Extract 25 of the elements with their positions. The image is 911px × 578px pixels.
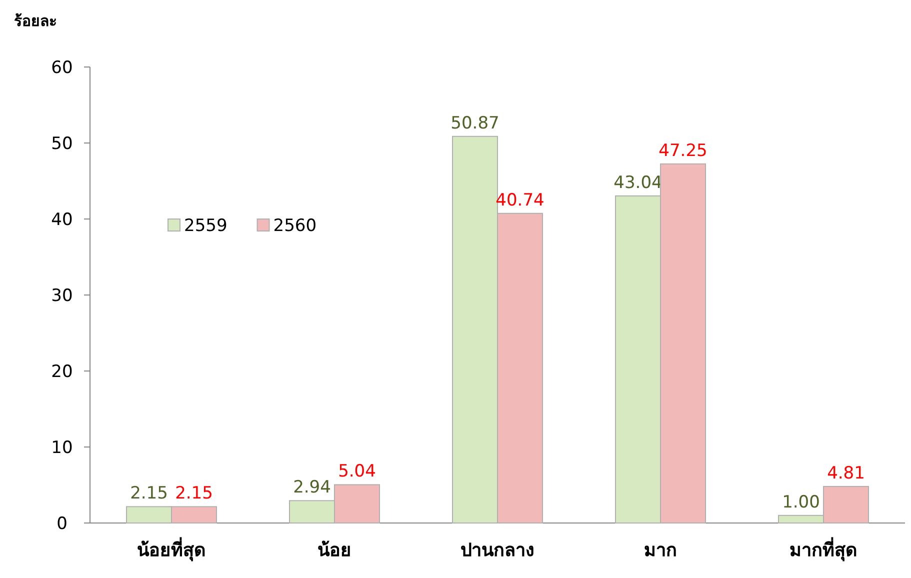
y-tick-label: 10 (51, 438, 73, 458)
x-tick-label: ปานกลาง (460, 540, 534, 561)
data-label: 2.15 (175, 484, 213, 504)
x-tick-label: น้อย (318, 540, 352, 561)
y-tick-label: 20 (51, 362, 73, 382)
y-tick-label: 40 (51, 210, 73, 230)
data-label: 47.25 (658, 140, 708, 161)
legend-label: 2559 (184, 216, 228, 236)
y-tick-label: 0 (56, 514, 68, 534)
data-label: 5.04 (338, 462, 376, 482)
data-label: 4.81 (827, 463, 865, 484)
y-tick-label: 60 (51, 58, 73, 78)
data-label: 2.15 (130, 484, 168, 504)
legend-label: 2560 (273, 216, 317, 236)
data-label: 50.87 (450, 113, 500, 134)
data-label: 1.00 (782, 492, 820, 512)
x-tick-label: มาก (644, 540, 677, 561)
data-label: 2.94 (293, 478, 331, 498)
data-label: 40.74 (496, 190, 544, 210)
y-tick-label: 30 (51, 286, 73, 306)
data-label: 43.04 (614, 172, 662, 193)
x-tick-label: มากที่สุด (790, 537, 858, 562)
y-axis-title: ร้อยละ (14, 12, 57, 30)
y-tick-label: 50 (51, 134, 73, 154)
x-tick-label: น้อยที่สุด (137, 537, 206, 562)
